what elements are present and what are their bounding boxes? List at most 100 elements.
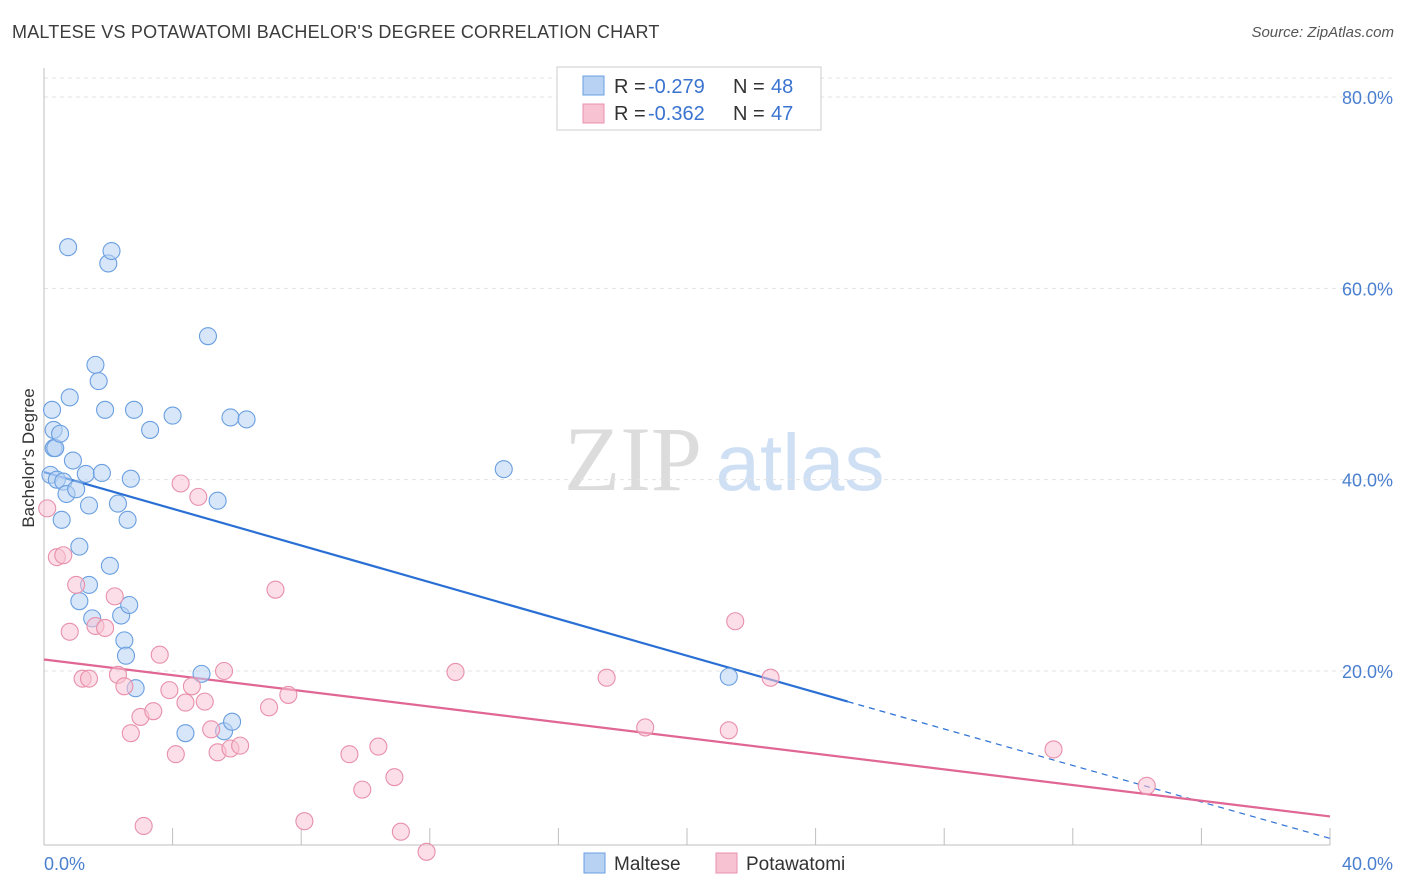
maltese-point-20 bbox=[86, 355, 105, 374]
potawatomi-point-34 bbox=[353, 780, 372, 799]
potawatomi-point-2 bbox=[54, 546, 73, 565]
maltese-point-7 bbox=[52, 510, 71, 529]
y-tick-label-20: 20.0% bbox=[1342, 662, 1393, 682]
potawatomi-point-17 bbox=[160, 681, 179, 700]
potawatomi-point-9 bbox=[105, 587, 124, 606]
legend-r-label-maltese: R = bbox=[614, 76, 646, 98]
potawatomi-point-3 bbox=[60, 622, 79, 641]
maltese-point-23 bbox=[96, 400, 115, 419]
potawatomi-point-26 bbox=[214, 661, 234, 681]
chart-title: MALTESE VS POTAWATOMI BACHELOR'S DEGREE … bbox=[12, 22, 660, 42]
potawatomi-point-42 bbox=[719, 721, 738, 740]
potawatomi-point-37 bbox=[391, 822, 410, 841]
bottom-legend-swatch-maltese bbox=[583, 852, 606, 874]
maltese-point-40 bbox=[198, 327, 218, 346]
potawatomi-point-39 bbox=[446, 662, 465, 682]
maltese-point-31 bbox=[118, 510, 137, 529]
legend-n-value-maltese: 48 bbox=[771, 76, 793, 98]
potawatomi-point-18 bbox=[166, 745, 185, 764]
maltese-point-46 bbox=[494, 460, 513, 479]
axes bbox=[43, 68, 1331, 846]
potawatomi-point-30 bbox=[266, 580, 285, 599]
maltese-point-36 bbox=[141, 420, 160, 439]
maltese-point-16 bbox=[76, 464, 95, 483]
stats-legend: R = -0.279 N = 48 R = -0.362 N = 47 bbox=[556, 66, 822, 131]
watermark-zip: ZIP bbox=[564, 408, 702, 510]
potawatomi-point-24 bbox=[202, 720, 221, 739]
potawatomi-point-16 bbox=[150, 645, 169, 664]
potawatomi-point-15 bbox=[144, 702, 163, 721]
maltese-point-1 bbox=[42, 400, 62, 419]
maltese-point-45 bbox=[237, 410, 256, 429]
x-tick-label-min: 0.0% bbox=[44, 854, 85, 874]
trendlines bbox=[43, 470, 1331, 839]
maltese-point-37 bbox=[163, 406, 182, 425]
potawatomi-point-6 bbox=[79, 669, 99, 688]
potawatomi-point-40 bbox=[597, 668, 616, 687]
potawatomi-point-14 bbox=[134, 816, 153, 836]
legend-r-label-potawatomi: R = bbox=[614, 103, 646, 125]
potawatomi-point-23 bbox=[195, 692, 214, 711]
potawatomi-point-28 bbox=[231, 736, 250, 755]
potawatomi-point-36 bbox=[385, 768, 404, 787]
trendline-maltese bbox=[43, 470, 849, 703]
trendline-maltese-extension bbox=[847, 701, 1331, 839]
y-tick-labels: 20.0% 40.0% 60.0% 80.0% bbox=[1342, 88, 1393, 682]
maltese-point-13 bbox=[67, 480, 86, 499]
maltese-point-41 bbox=[208, 491, 227, 510]
bottom-legend-swatch-potawatomi bbox=[715, 852, 738, 874]
potawatomi-point-38 bbox=[417, 842, 436, 861]
legend-n-label-potawatomi: N = bbox=[733, 103, 765, 125]
potawatomi-point-29 bbox=[259, 698, 279, 717]
potawatomi-point-32 bbox=[295, 812, 314, 831]
y-tick-label-40: 40.0% bbox=[1342, 471, 1393, 491]
bottom-legend-label-potawatomi: Potawatomi bbox=[746, 854, 845, 875]
maltese-point-43 bbox=[221, 408, 240, 427]
legend-n-label-maltese: N = bbox=[733, 76, 765, 98]
y-axis-label: Bachelor's Degree bbox=[19, 388, 38, 527]
maltese-point-15 bbox=[70, 592, 89, 611]
maltese-point-22 bbox=[92, 463, 111, 483]
maltese-point-18 bbox=[79, 496, 99, 515]
potawatomi-point-0 bbox=[38, 499, 57, 518]
source-label: Source: ZipAtlas.com bbox=[1251, 24, 1394, 41]
potawatomi-point-35 bbox=[369, 737, 388, 756]
potawatomi-point-31 bbox=[279, 685, 298, 704]
data-points bbox=[38, 238, 1156, 861]
potawatomi-point-44 bbox=[761, 668, 780, 687]
maltese-point-12 bbox=[63, 451, 82, 470]
potawatomi-point-46 bbox=[1137, 776, 1156, 795]
potawatomi-point-11 bbox=[115, 677, 134, 696]
potawatomi-point-21 bbox=[182, 677, 201, 696]
legend-r-value-potawatomi: -0.362 bbox=[648, 103, 705, 125]
maltese-point-10 bbox=[59, 238, 78, 257]
maltese-point-32 bbox=[120, 595, 139, 615]
potawatomi-point-4 bbox=[67, 575, 86, 594]
potawatomi-point-33 bbox=[340, 745, 359, 764]
potawatomi-point-22 bbox=[189, 487, 208, 506]
legend-swatch-potawatomi bbox=[582, 103, 605, 124]
potawatomi-point-45 bbox=[1044, 740, 1063, 759]
maltese-point-38 bbox=[176, 724, 195, 743]
y-tick-label-60: 60.0% bbox=[1342, 279, 1393, 299]
x-tick-label-max: 40.0% bbox=[1342, 854, 1393, 874]
maltese-point-33 bbox=[121, 469, 140, 488]
potawatomi-point-12 bbox=[121, 724, 140, 743]
gridlines bbox=[44, 77, 1395, 672]
maltese-point-27 bbox=[108, 494, 127, 513]
y-tick-label-80: 80.0% bbox=[1342, 88, 1393, 108]
maltese-point-25 bbox=[100, 556, 119, 575]
maltese-point-44 bbox=[223, 712, 242, 731]
trendline-potawatomi bbox=[43, 658, 1331, 818]
watermark-atlas: atlas bbox=[716, 418, 885, 507]
bottom-legend-label-maltese: Maltese bbox=[614, 854, 681, 875]
potawatomi-point-43 bbox=[726, 612, 745, 631]
maltese-point-14 bbox=[70, 537, 89, 556]
legend-r-value-maltese: -0.279 bbox=[648, 76, 705, 98]
maltese-point-26 bbox=[102, 241, 121, 261]
maltese-point-6 bbox=[51, 424, 70, 443]
legend-n-value-potawatomi: 47 bbox=[771, 103, 793, 125]
potawatomi-point-8 bbox=[96, 618, 115, 638]
maltese-point-30 bbox=[116, 646, 136, 665]
